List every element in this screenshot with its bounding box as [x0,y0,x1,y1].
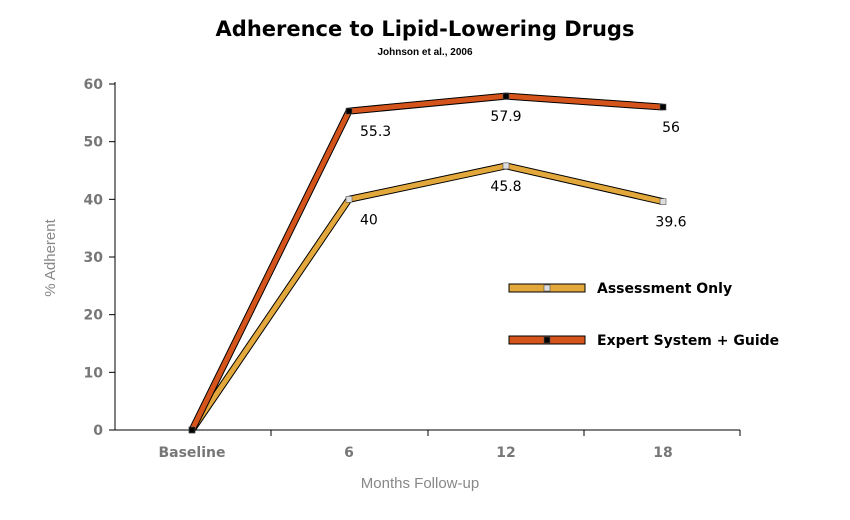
y-tick-label: 20 [84,308,104,324]
series-expert-system-guide: 55.3 57.9 56 [188,92,680,434]
y-axis-label: % Adherent [42,218,59,296]
data-point-marker [502,92,510,100]
legend-item: Expert System + Guide [508,333,779,349]
y-tick-label: 40 [84,192,104,208]
y-tick-labels: 0 10 20 30 40 50 60 [84,77,104,439]
chart-subtitle: Johnson et al., 2006 [377,47,472,58]
x-tick-label: 12 [496,445,515,461]
legend-label: Expert System + Guide [597,333,779,349]
y-tick-label: 30 [84,250,104,266]
x-tick-label: 18 [653,445,672,461]
series-line [189,93,664,432]
data-label: 39.6 [655,215,686,231]
data-point-marker [345,196,353,203]
data-label: 56 [662,120,680,136]
series-line-outline [188,92,664,432]
x-axis-label: Months Follow-up [361,475,479,492]
data-point-marker [659,103,667,111]
data-point-marker [345,107,353,115]
data-point-marker [502,162,510,170]
data-label: 57.9 [490,109,521,125]
series-line-outline [189,162,664,432]
legend-label: Assessment Only [597,281,732,297]
data-label: 40 [360,212,378,228]
legend-item: Assessment Only [508,281,732,297]
legend-marker [543,336,551,344]
y-tick-label: 60 [84,77,104,93]
x-tick-label: 6 [344,445,354,461]
legend-marker [543,284,551,292]
series-assessment-only: 40 45.8 39.6 [188,162,687,434]
data-label: 45.8 [490,179,521,195]
y-tick-label: 10 [84,365,104,381]
data-point-marker [659,198,667,205]
data-point-marker [188,426,196,434]
y-tick-label: 50 [84,135,104,151]
series-lines: 40 45.8 39.6 55.3 57.9 56 [188,92,687,434]
y-tick-label: 0 [93,423,103,439]
axes [109,82,741,436]
x-tick-label: Baseline [158,445,225,461]
legend: Assessment Only Expert System + Guide [508,281,779,349]
x-tick-labels: Baseline 6 12 18 [158,445,672,461]
series-line [189,163,664,432]
chart-title: Adherence to Lipid-Lowering Drugs [216,17,635,41]
data-label: 55.3 [360,124,391,140]
